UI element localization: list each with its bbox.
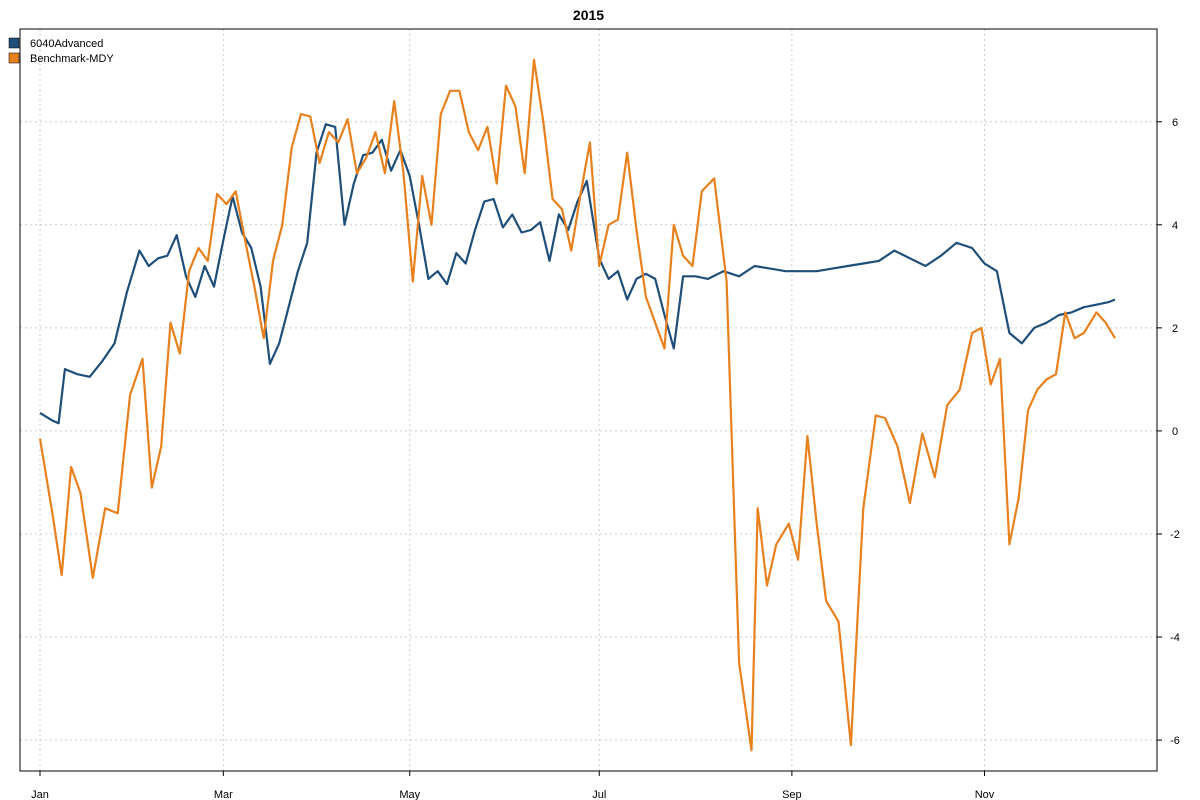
series-line-benchmark-mdy — [38, 58, 1116, 752]
y-tick-label: -4 — [1170, 632, 1180, 644]
legend: 6040Advanced Benchmark-MDY — [8, 37, 114, 65]
legend-swatch — [8, 52, 20, 64]
legend-swatch — [8, 37, 20, 49]
x-tick-label: Jan — [31, 789, 49, 800]
x-tick-label: Mar — [214, 789, 233, 800]
y-tick-label: 4 — [1172, 220, 1178, 232]
plot-frame — [19, 28, 1158, 772]
series-line-6040advanced — [39, 123, 1116, 425]
y-tick-label: -6 — [1170, 735, 1180, 747]
series-lines — [38, 58, 1116, 752]
y-tick-label: 0 — [1172, 426, 1178, 438]
y-tick-label: 2 — [1172, 323, 1178, 335]
x-tick-label: Sep — [782, 789, 802, 800]
gridlines — [20, 29, 1157, 771]
axes: -6 -4 -2 0 2 4 6 Jan Mar May Jul Sep Nov — [31, 117, 1180, 800]
legend-label: Benchmark-MDY — [30, 53, 114, 65]
y-tick-label: 6 — [1172, 117, 1178, 129]
y-tick-label: -2 — [1170, 529, 1180, 541]
x-tick-label: May — [399, 789, 420, 800]
legend-label: 6040Advanced — [30, 38, 103, 50]
chart-title: 2015 — [573, 7, 604, 23]
x-tick-label: Nov — [975, 789, 995, 800]
x-tick-label: Jul — [592, 789, 606, 800]
